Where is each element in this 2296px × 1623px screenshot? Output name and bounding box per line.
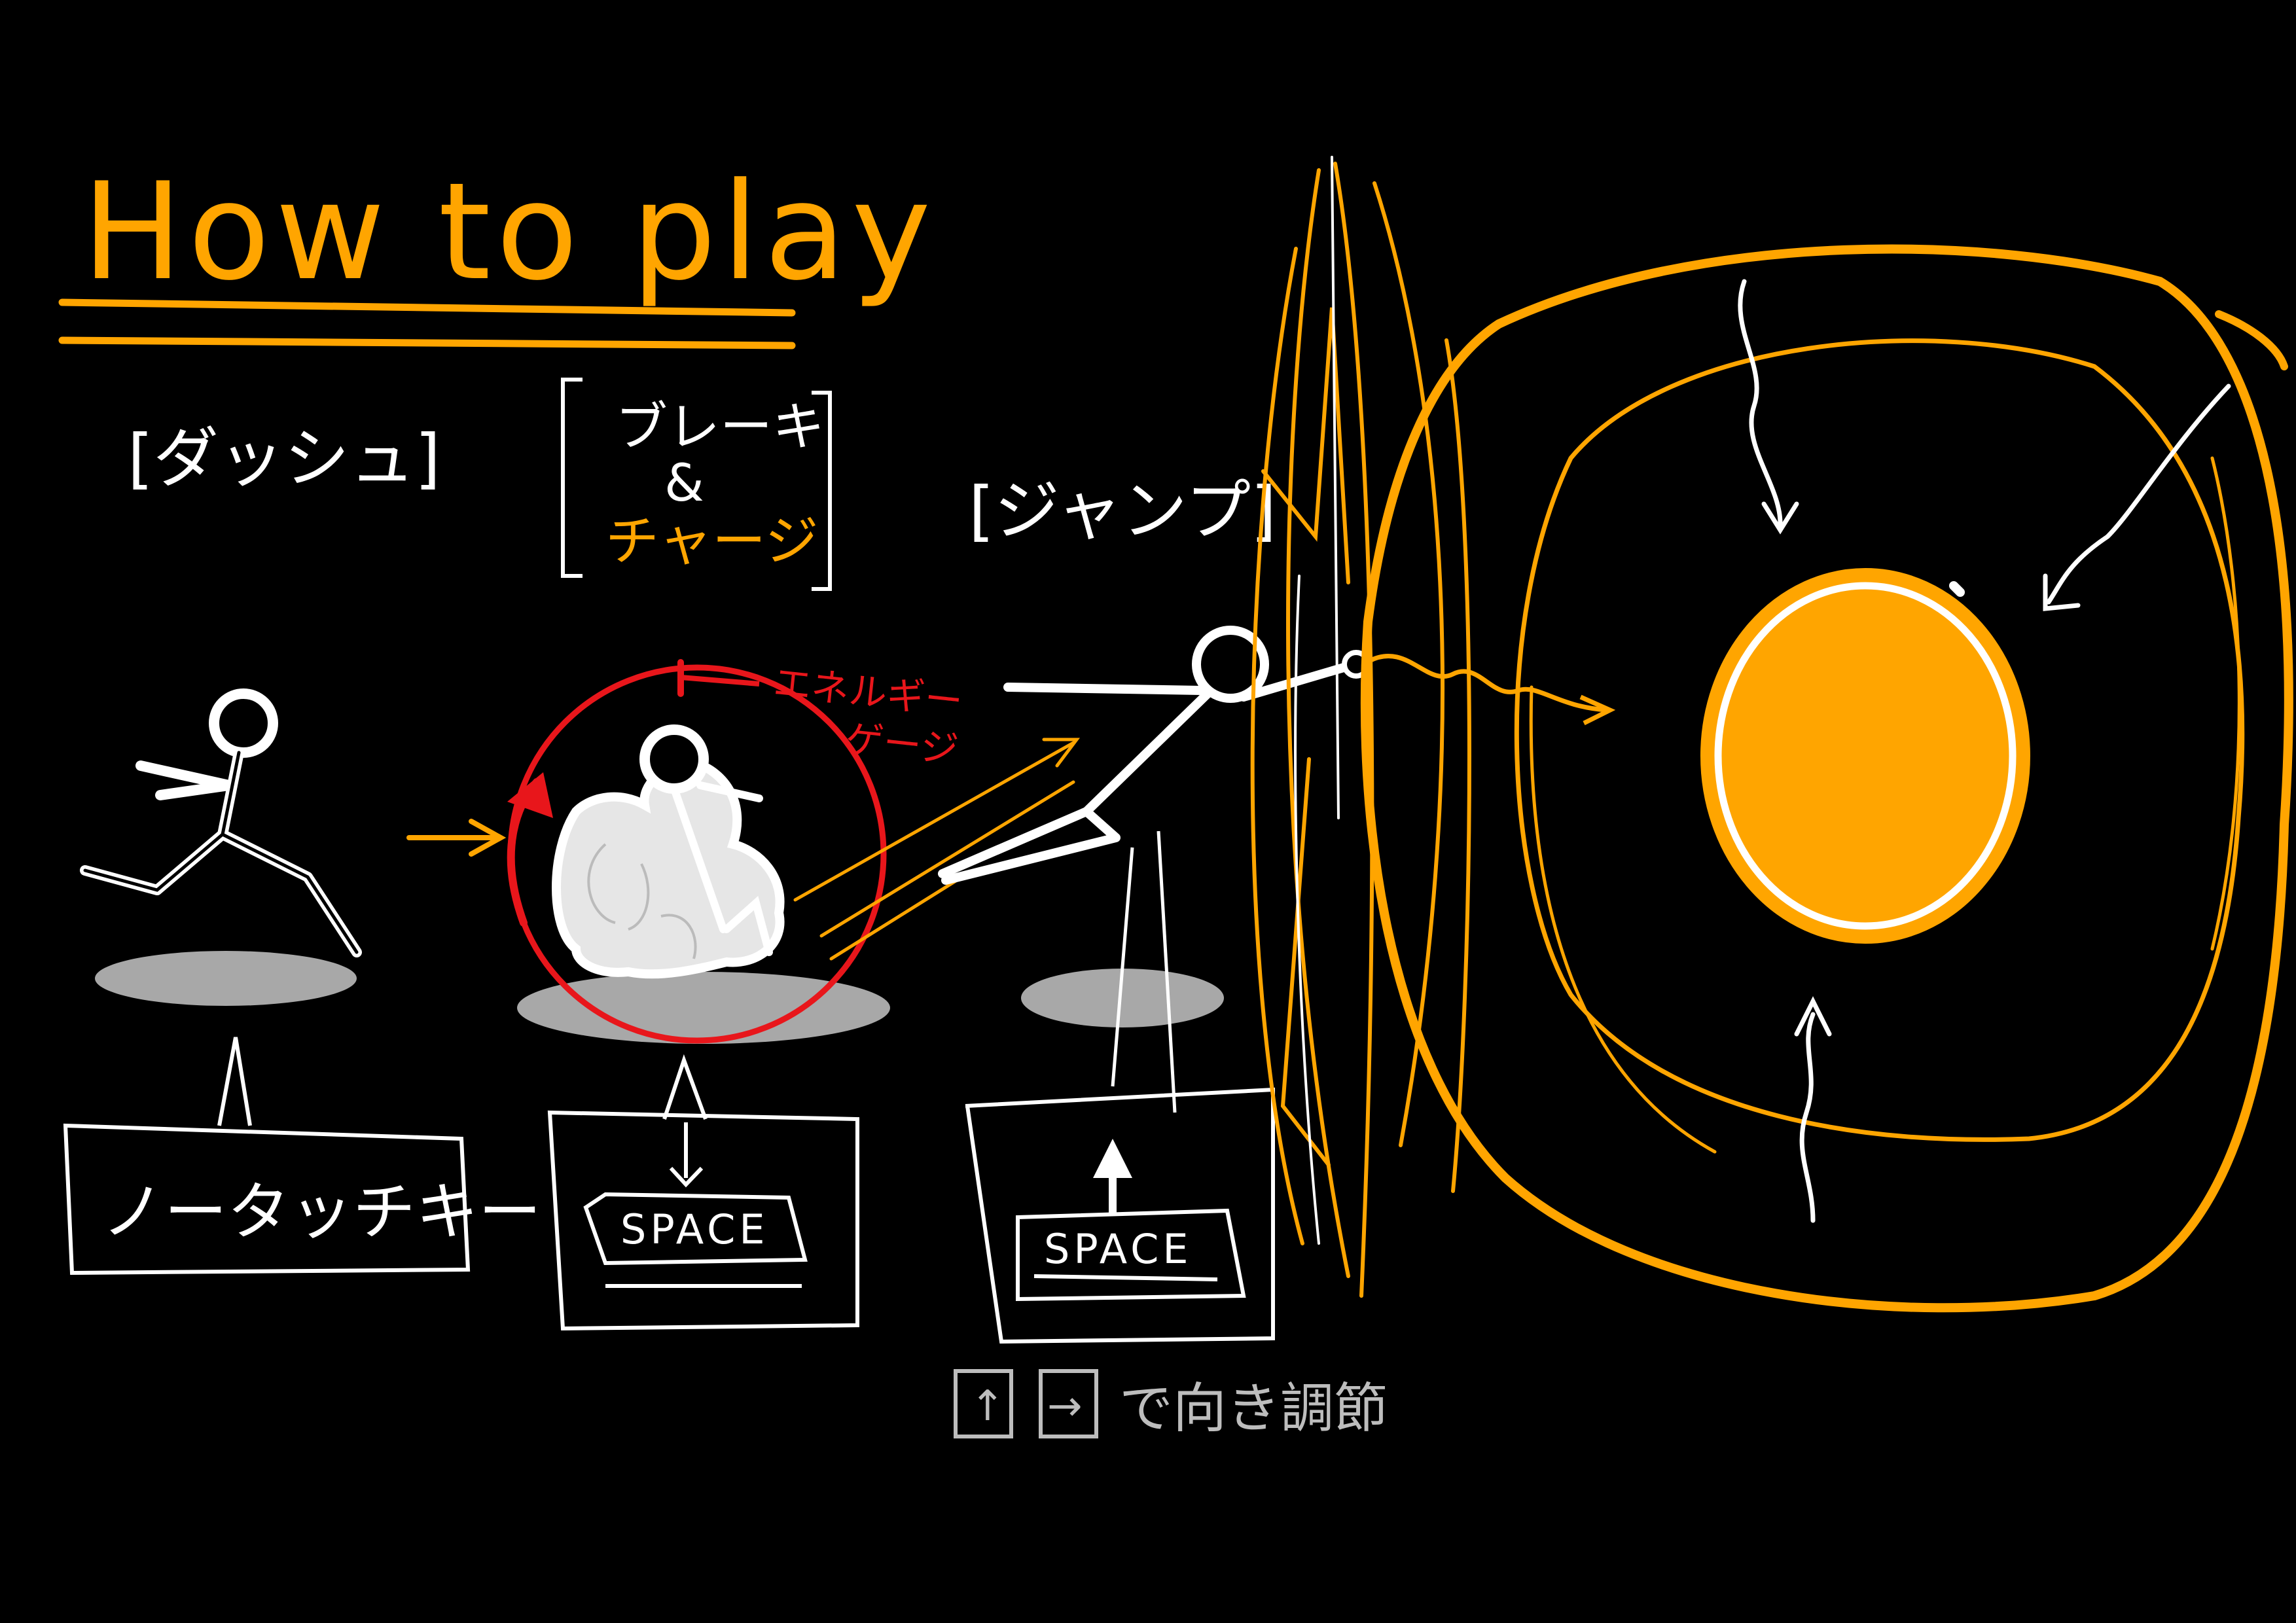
page-title: How to play bbox=[82, 154, 936, 310]
charge-label: チャージ bbox=[605, 510, 819, 573]
no-touch-key-label: ノータッチキー bbox=[101, 1175, 541, 1249]
title-underline-bottom bbox=[58, 336, 796, 349]
brake-bracket-right bbox=[812, 391, 832, 591]
space-key-label: SPACE bbox=[620, 1205, 769, 1253]
right-arrow-key-icon bbox=[1039, 1369, 1098, 1438]
press-down-arrow-icon bbox=[669, 1122, 704, 1188]
running-stickman-icon bbox=[80, 688, 362, 957]
space-key-label-jump: SPACE bbox=[1044, 1225, 1193, 1273]
no-touch-key-box: ノータッチキー bbox=[63, 1123, 541, 1275]
and-label: & bbox=[664, 454, 704, 513]
brake-charge-label-group: ブレーキ & チャージ bbox=[561, 378, 832, 591]
title-underline-top bbox=[58, 298, 796, 317]
dash-ground-shadow bbox=[95, 951, 357, 1006]
launch-trajectory-icon bbox=[793, 738, 1080, 961]
space-key-pressed: SPACE bbox=[583, 1192, 808, 1288]
jump-label-group: [ジャンプ] bbox=[969, 473, 1276, 549]
brake-ground-shadow bbox=[517, 972, 890, 1044]
black-hole-icon bbox=[1250, 156, 2293, 1313]
crouching-stickman-icon bbox=[552, 724, 785, 979]
space-key-released: SPACE bbox=[1016, 1208, 1246, 1302]
dash-label: [ダッシュ] bbox=[128, 420, 440, 497]
brake-label: ブレーキ bbox=[615, 397, 825, 457]
right-arrow-key-label: → bbox=[1047, 1382, 1083, 1431]
dash-pointer bbox=[217, 1037, 252, 1126]
brake-pointer bbox=[662, 1054, 708, 1120]
direction-hint-text: で向き調節 bbox=[1119, 1378, 1388, 1440]
jump-ground-shadow bbox=[1021, 969, 1224, 1027]
up-arrow-key-label: ↑ bbox=[970, 1382, 1005, 1431]
brake-bracket-left bbox=[561, 378, 583, 578]
energy-gauge-label-line1: エネルギー bbox=[772, 660, 965, 724]
grapple-line bbox=[1367, 654, 1609, 713]
energy-gauge-icon bbox=[507, 659, 887, 1044]
up-arrow-key-icon bbox=[954, 1369, 1013, 1438]
flow-arrow-icon bbox=[406, 819, 507, 857]
direction-hint: ↑ → で向き調節 bbox=[954, 1369, 1388, 1440]
dash-label-group: [ダッシュ] bbox=[128, 420, 440, 497]
running-stickman-outline bbox=[83, 751, 359, 954]
jump-label: [ジャンプ] bbox=[969, 473, 1276, 549]
jump-key-box: SPACE bbox=[965, 1087, 1275, 1344]
title-block: How to play bbox=[58, 154, 936, 349]
brake-key-box: SPACE bbox=[547, 1110, 859, 1331]
release-up-arrow-icon bbox=[1093, 1139, 1132, 1214]
jump-pointer bbox=[1111, 830, 1177, 1113]
